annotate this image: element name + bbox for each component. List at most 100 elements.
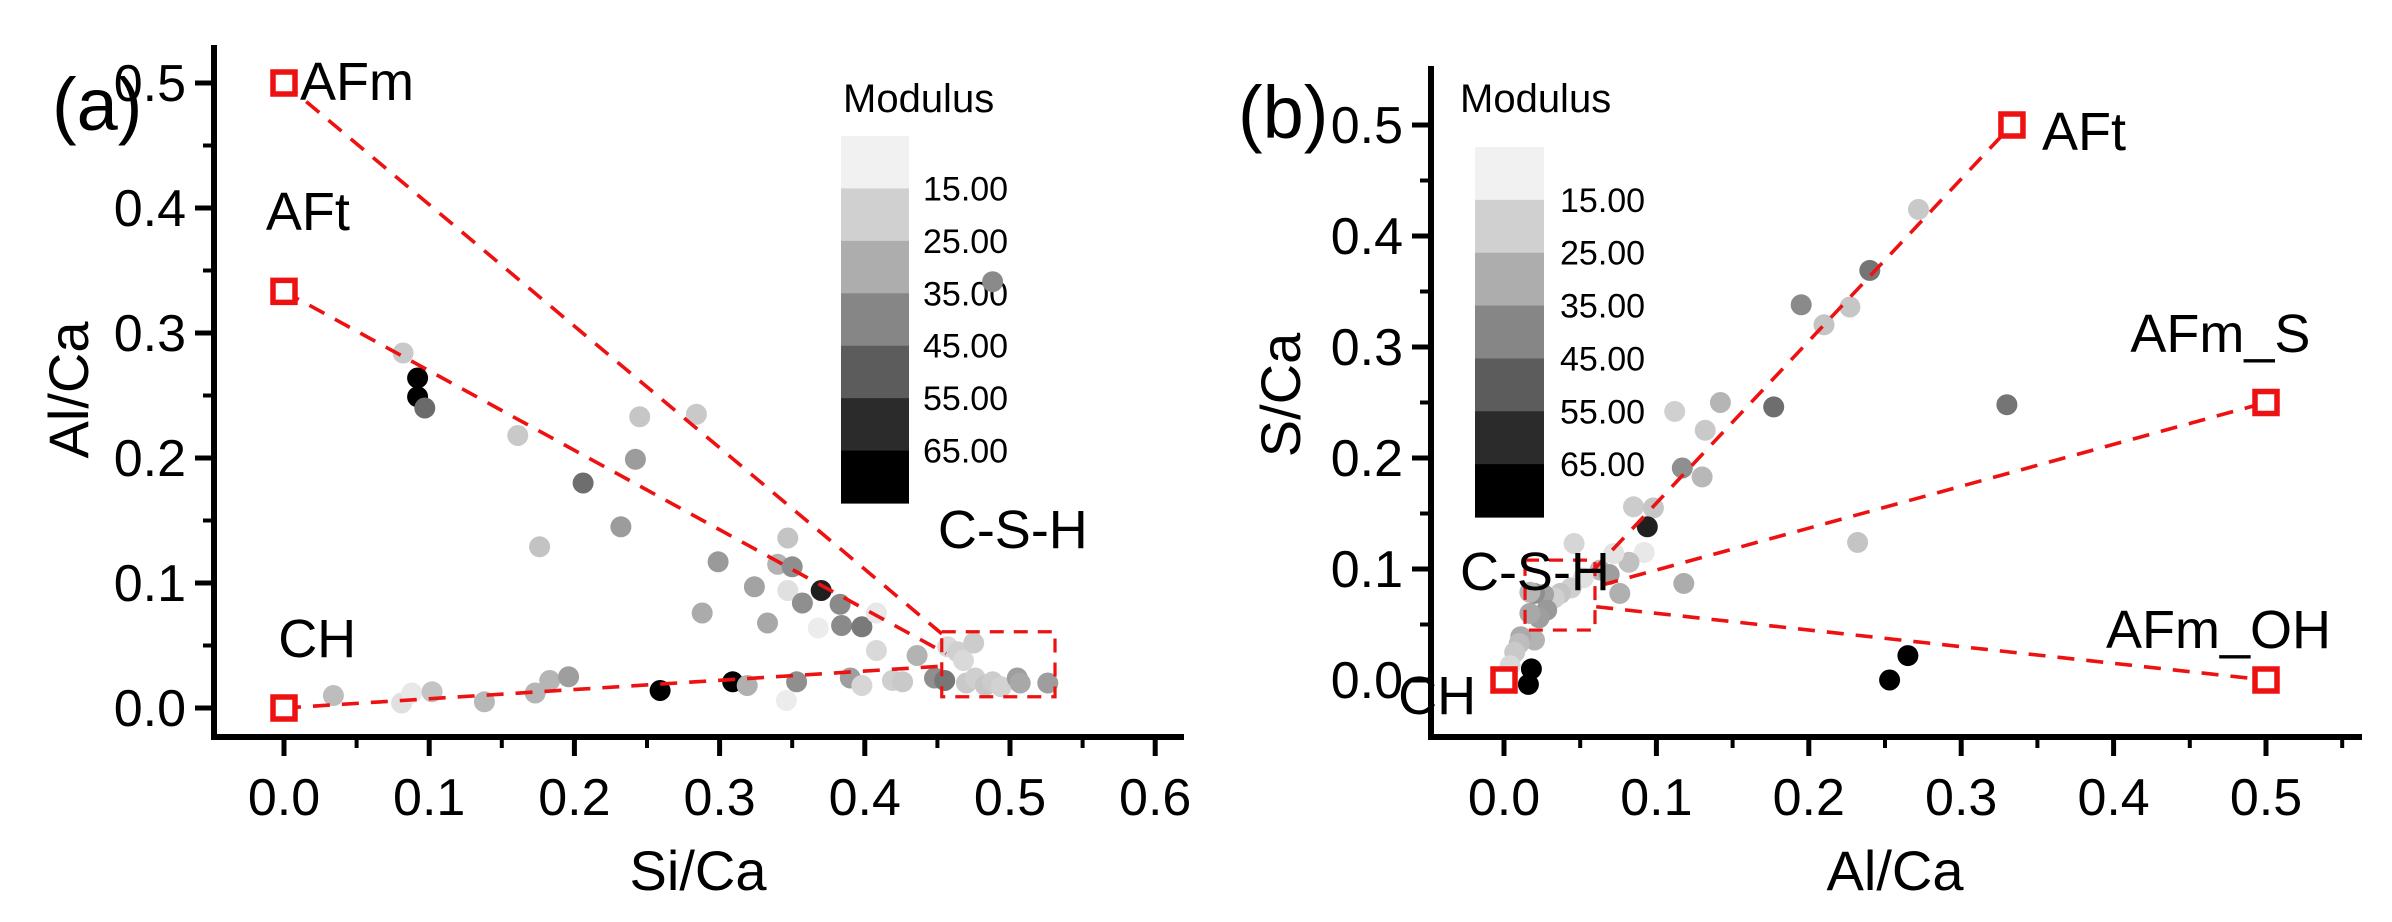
- colorbar-boundary-label: 15.00: [923, 170, 1008, 208]
- scatter-point: [775, 690, 797, 711]
- y-tick-label: 0.2: [114, 430, 186, 488]
- colorbar-boundary-label: 55.00: [1560, 393, 1645, 431]
- phase-label-AFm_S: AFm_S: [2130, 304, 2310, 364]
- scatter-point: [963, 632, 985, 654]
- y-tick-label: 0.4: [1331, 208, 1403, 266]
- panel-letter: (b): [1238, 71, 1328, 154]
- scatter-point: [401, 682, 423, 704]
- reference-square-CH: [270, 694, 298, 722]
- colorbar-band: [1475, 358, 1544, 412]
- scatter-point: [851, 616, 873, 638]
- x-tick-label: 0.0: [248, 769, 320, 827]
- scatter-point: [1897, 645, 1919, 667]
- y-tick-label: 0.1: [114, 555, 186, 613]
- scatter-point: [1618, 551, 1640, 573]
- x-tick-label: 0.1: [393, 769, 465, 827]
- scatter-point: [1037, 672, 1059, 694]
- scatter-point: [539, 670, 561, 691]
- scatter-point: [1908, 198, 1929, 220]
- reference-square-AFm: [270, 69, 298, 97]
- scatter-point: [1633, 541, 1655, 563]
- phase-label-AFm: AFm: [300, 52, 414, 112]
- scatter-point: [953, 650, 974, 671]
- scatter-point: [865, 640, 887, 661]
- scatter-point: [1694, 419, 1716, 441]
- scatter-point: [558, 666, 580, 688]
- x-tick-label: 0.5: [974, 769, 1046, 827]
- csh-region-box: [1523, 558, 1597, 632]
- colorbar-band: [1475, 305, 1544, 360]
- x-tick-label: 0.2: [1773, 769, 1845, 827]
- scatter-point: [851, 675, 873, 696]
- scatter-point: [1603, 543, 1625, 564]
- scatter-point: [829, 593, 851, 615]
- scatter-point: [322, 685, 344, 706]
- reference-square-AFm_OH: [2252, 666, 2280, 694]
- scatter-point: [736, 675, 758, 696]
- y-tick-label: 0.0: [1331, 652, 1403, 710]
- reference-square-AFm_S: [2252, 388, 2280, 417]
- scatter-point: [990, 676, 1012, 698]
- scatter-point: [507, 425, 529, 446]
- colorbar-boundary-label: 45.00: [1560, 340, 1645, 378]
- colorbar-band: [841, 398, 909, 452]
- phase-label-CH: CH: [1398, 666, 1476, 726]
- colorbar-boundary-label: 45.00: [923, 328, 1008, 366]
- x-tick-label: 0.3: [683, 769, 755, 827]
- scatter-point: [1691, 466, 1713, 488]
- scatter-point: [1673, 572, 1695, 594]
- y-tick-label: 0.3: [114, 305, 186, 363]
- colorbar-band: [841, 240, 909, 294]
- scatter-point: [392, 342, 414, 364]
- panel-a: Modulus15.0025.0035.0045.0055.0065.00C-S…: [37, 45, 1191, 902]
- panel-b: Modulus 15.00 25.00 35.00 45.00 55.00 65.00 C-S…: [1238, 66, 2362, 902]
- scatter-point: [807, 617, 829, 639]
- scatter-point: [791, 592, 813, 614]
- x-tick-label: 0.4: [2077, 769, 2149, 827]
- colorbar-band: [1475, 464, 1544, 518]
- scatter-point: [906, 645, 928, 666]
- csh-region-label: C-S-H: [1460, 542, 1610, 602]
- scatter-point: [1664, 400, 1686, 422]
- colorbar-boundary-label: 25.00: [923, 223, 1008, 261]
- scatter-point: [743, 576, 765, 598]
- x-tick-label: 0.5: [2230, 769, 2302, 827]
- scatter-point: [934, 670, 956, 691]
- y-tick-label: 0.1: [1331, 541, 1403, 599]
- scatter-point: [629, 406, 651, 428]
- phase-label-AFt: AFt: [266, 182, 350, 242]
- scatter-point: [1790, 294, 1812, 316]
- scatter-series: [322, 271, 1059, 714]
- phase-label-CH: CH: [278, 609, 356, 669]
- axes: 0.0 0.1 0.2 0.3 0.4 0.5 0.6 0.0 0.1 0.2 0.3 0.4 0.5: [114, 45, 1191, 827]
- colorbar-boundary-label: 55.00: [923, 380, 1008, 418]
- colorbar-title: Modulus: [1460, 77, 1611, 121]
- scatter-point: [1517, 673, 1539, 695]
- x-tick-label: 0.2: [538, 769, 610, 827]
- phase-label-AFt: AFt: [2042, 102, 2126, 162]
- colorbar-band: [841, 450, 909, 504]
- reference-square-CH: [1490, 666, 1518, 694]
- scatter-point: [1839, 296, 1861, 318]
- scatter-point: [1879, 669, 1901, 691]
- tie-line-AFt-to-CSH: [283, 289, 947, 656]
- y-tick-label: 0.0: [114, 680, 186, 738]
- colorbar-band: [841, 136, 909, 190]
- scatter-point: [810, 580, 832, 601]
- panel-letter: (a): [52, 63, 142, 146]
- colorbar-boundary-label: 35.00: [1560, 288, 1645, 326]
- scatter-point: [982, 271, 1004, 293]
- csh-region-label: C-S-H: [938, 500, 1088, 560]
- scatter-point: [1763, 396, 1785, 418]
- x-axis-title: Si/Ca: [630, 839, 768, 902]
- colorbar-boundary-label: 65.00: [1560, 446, 1645, 484]
- scatter-point: [1009, 672, 1031, 694]
- colorbar-boundary-label: 25.00: [1560, 235, 1645, 273]
- scatter-point: [685, 403, 707, 425]
- colorbar-title: Modulus: [843, 77, 994, 121]
- scatter-point: [1623, 496, 1644, 518]
